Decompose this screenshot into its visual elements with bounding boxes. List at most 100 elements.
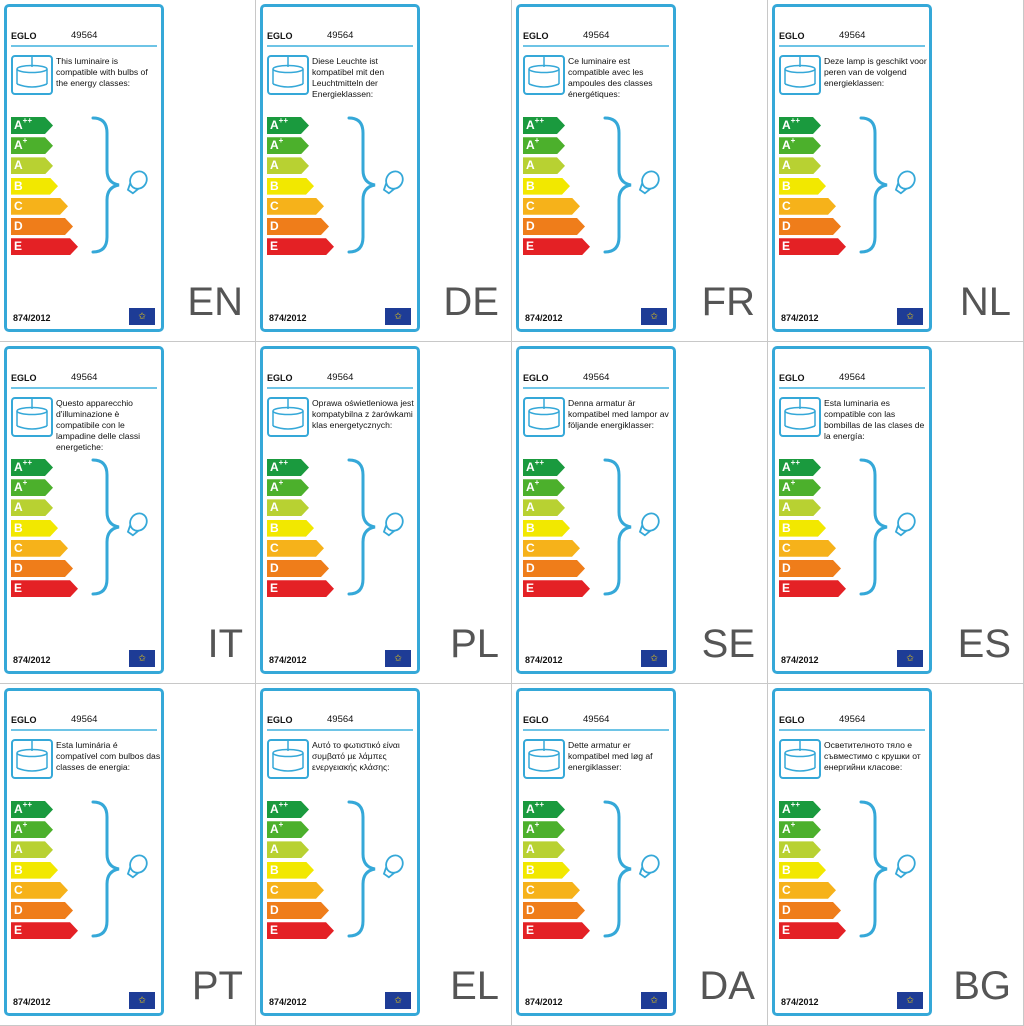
language-code: EL	[450, 964, 499, 1008]
model-number: 49564	[327, 372, 354, 383]
language-code: EN	[187, 280, 243, 324]
language-code: PT	[191, 964, 243, 1008]
energy-class-bar: A+	[779, 137, 821, 154]
energy-class-letter: D	[782, 903, 791, 917]
energy-class-bar: B	[267, 520, 314, 537]
header-divider	[267, 729, 413, 731]
energy-class-letter: D	[14, 219, 23, 233]
model-number: 49564	[583, 372, 610, 383]
energy-class-plus: ++	[22, 458, 33, 467]
eu-flag-icon: ✩	[385, 308, 411, 325]
energy-class-letter: C	[526, 882, 535, 897]
eu-flag-icon: ✩	[897, 992, 923, 1009]
brace-bulb-icon	[857, 115, 921, 255]
energy-label-card: EGLO 49564 Questo apparecchio d'illuminazi…	[4, 346, 164, 674]
energy-class-letter: E	[782, 581, 791, 596]
energy-class-letter: D	[270, 903, 279, 917]
energy-class-bar: A+	[267, 479, 309, 496]
energy-class-bar: E	[11, 238, 78, 255]
energy-class-bar: E	[11, 580, 78, 597]
regulation-number: 874/2012	[525, 313, 563, 323]
energy-class-bar: A++	[11, 459, 53, 476]
compatibility-text: Esta luminaria es compatible con las bom…	[824, 398, 925, 441]
energy-class-bar: A+	[779, 479, 821, 496]
energy-label-card: EGLO 49564 Denna armatur är kompatibel med…	[516, 346, 676, 674]
energy-class-plus: ++	[790, 800, 801, 809]
energy-class-bar: E	[11, 922, 78, 939]
energy-class-plus: +	[278, 820, 284, 830]
eu-flag-icon: ✩	[385, 650, 411, 667]
brand-name: EGLO	[11, 373, 37, 383]
energy-class-plus: ++	[534, 116, 545, 125]
brace-bulb-icon	[89, 457, 153, 597]
compatibility-text: This luminaire is compatible with bulbs …	[56, 56, 148, 88]
language-code: FR	[701, 280, 755, 324]
label-panel-nl: EGLO 49564 Deze lamp is geschikt voor pere…	[768, 0, 1024, 342]
energy-class-letter: A	[782, 822, 791, 837]
compatibility-text: Esta luminária é compatível com bulbos d…	[56, 740, 161, 772]
energy-class-letter: C	[782, 540, 791, 555]
energy-class-letter: D	[14, 903, 23, 917]
energy-class-bar: C	[779, 198, 836, 215]
energy-class-bar: B	[11, 178, 58, 195]
energy-class-letter: A	[14, 138, 23, 153]
energy-class-bar: A++	[523, 117, 565, 134]
energy-class-letter: B	[14, 178, 23, 193]
energy-class-letter: A	[270, 118, 279, 132]
energy-label-card: EGLO 49564 This luminaire is compatible wi…	[4, 4, 164, 332]
energy-class-letter: D	[526, 219, 535, 233]
energy-class-bar: A	[779, 841, 821, 858]
pendant-lamp-icon	[779, 397, 821, 437]
pendant-lamp-icon	[779, 55, 821, 95]
energy-class-letter: B	[782, 520, 791, 535]
energy-class-letter: A	[14, 802, 23, 816]
brace-bulb-icon	[601, 799, 665, 939]
energy-class-bar: B	[523, 520, 570, 537]
brace-bulb-icon	[857, 799, 921, 939]
compatibility-text: Diese Leuchte ist kompatibel mit den Leu…	[312, 56, 385, 99]
energy-class-plus: +	[278, 136, 284, 146]
energy-class-plus: +	[790, 478, 796, 488]
energy-class-bar: B	[523, 862, 570, 879]
label-panel-bg: EGLO 49564 Осветителното тяло е съвместимо…	[768, 684, 1024, 1026]
brand-name: EGLO	[267, 715, 293, 725]
regulation-number: 874/2012	[269, 313, 307, 323]
energy-class-bar: A	[523, 499, 565, 516]
pendant-lamp-icon	[523, 397, 565, 437]
energy-class-letter: A	[782, 802, 791, 816]
energy-class-letter: C	[14, 540, 23, 555]
eu-flag-icon: ✩	[129, 992, 155, 1009]
energy-class-bar: E	[523, 580, 590, 597]
regulation-number: 874/2012	[13, 655, 51, 665]
brace-bulb-icon	[857, 457, 921, 597]
energy-class-letter: A	[526, 138, 535, 153]
brand-name: EGLO	[779, 373, 805, 383]
energy-class-bar: D	[523, 218, 585, 235]
eu-flag-icon: ✩	[641, 992, 667, 1009]
eu-flag-icon: ✩	[129, 308, 155, 325]
brand-name: EGLO	[779, 715, 805, 725]
energy-class-letter: A	[14, 460, 23, 474]
energy-class-bar: E	[267, 580, 334, 597]
energy-class-letter: C	[14, 882, 23, 897]
energy-class-bar: A+	[11, 821, 53, 838]
energy-class-plus: ++	[22, 800, 33, 809]
energy-class-letter: B	[14, 520, 23, 535]
energy-class-letter: A	[270, 158, 279, 173]
energy-class-letter: A	[526, 842, 535, 857]
energy-class-letter: E	[526, 239, 535, 254]
energy-class-letter: D	[270, 561, 279, 575]
energy-class-bar: E	[523, 922, 590, 939]
energy-class-letter: A	[782, 480, 791, 495]
energy-class-letter: A	[526, 480, 535, 495]
eu-flag-icon: ✩	[641, 308, 667, 325]
energy-label-card: EGLO 49564 Diese Leuchte ist kompatibel mi…	[260, 4, 420, 332]
energy-class-bar: E	[523, 238, 590, 255]
energy-class-letter: D	[270, 219, 279, 233]
label-panel-fr: EGLO 49564 Ce luminaire est compatible ave…	[512, 0, 768, 342]
energy-label-card: EGLO 49564 Ce luminaire est compatible ave…	[516, 4, 676, 332]
model-number: 49564	[71, 30, 98, 41]
energy-class-bar: A+	[523, 479, 565, 496]
energy-class-bar: A+	[267, 137, 309, 154]
brand-name: EGLO	[11, 31, 37, 41]
